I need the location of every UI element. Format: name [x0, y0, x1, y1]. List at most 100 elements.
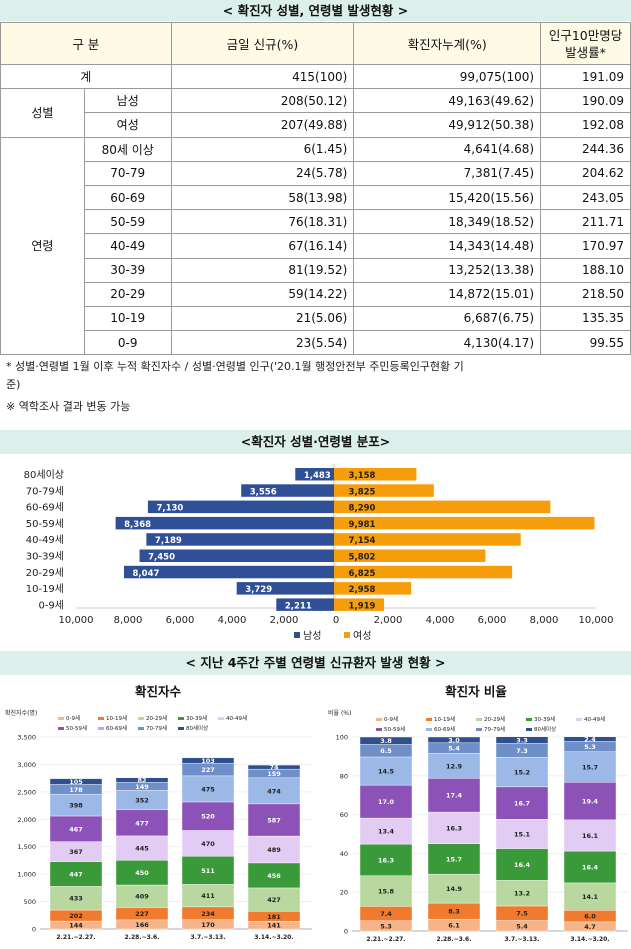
- legend-swatch: [526, 718, 532, 721]
- legend-female-swatch: [344, 632, 350, 638]
- row-rate: 99.55: [540, 330, 631, 356]
- row-rate: 204.62: [540, 160, 631, 186]
- x-category-label: 3.14.~3.20.: [254, 934, 293, 941]
- segment-value-label: 445: [135, 845, 149, 853]
- table-row: 10-19 21(5.06) 6,687(6.75) 135.35: [1, 305, 631, 332]
- table-row: 성별 남성 208(50.12) 49,163(49.62) 190.09: [0, 88, 631, 138]
- x-tick-label: 2,000: [270, 615, 299, 626]
- row-rate: 170.97: [540, 233, 631, 259]
- stack-segment: [247, 777, 301, 805]
- segment-value-label: 16.4: [582, 863, 599, 871]
- segment-value-label: 16.1: [582, 832, 599, 840]
- row-rate: 211.71: [540, 209, 631, 235]
- segment-value-label: 367: [69, 848, 83, 856]
- row-cum: 13,252(13.38): [353, 257, 542, 283]
- stack-segment: [563, 882, 617, 911]
- legend-label: 70-79세: [484, 725, 505, 733]
- stack-segment: [495, 786, 549, 820]
- segment-value-label: 15.2: [514, 769, 530, 777]
- female-bar: [334, 549, 486, 562]
- segment-value-label: 16.3: [446, 824, 462, 832]
- segment-value-label: 5.4: [516, 922, 528, 930]
- legend-label: 0-9세: [384, 715, 398, 723]
- legend-label: 0-9세: [66, 714, 80, 722]
- x-category-label: 2.28.~3.6.: [124, 934, 159, 941]
- segment-value-label: 450: [135, 869, 149, 877]
- male-value-label: 8,368: [124, 520, 151, 530]
- female-value-label: 3,158: [349, 471, 376, 481]
- female-bar: [334, 468, 417, 481]
- row-cum: 6,687(6.75): [353, 305, 542, 332]
- legend-swatch: [376, 728, 382, 731]
- footnote-line3: ※ 역학조사 결과 변동 가능: [6, 400, 131, 413]
- table-header-row: 구 분 금일 신규(%) 확진자누계(%) 인구10만명당 발생률*: [0, 22, 631, 65]
- x-tick-label: 8,000: [530, 615, 559, 626]
- segment-value-label: 149: [135, 783, 149, 791]
- legend-label: 60-69세: [106, 724, 127, 732]
- y-tick-label: 100: [336, 734, 348, 742]
- row-new: 24(5.78): [170, 160, 355, 186]
- legend-swatch: [178, 727, 184, 730]
- female-bar: [334, 598, 385, 611]
- row-label: 80세 이상: [83, 136, 172, 162]
- x-tick-label: 4,000: [426, 615, 455, 626]
- segment-value-label: 13.2: [514, 890, 530, 898]
- stack-segment: [49, 778, 103, 785]
- row-new: 23(5.54): [170, 330, 355, 356]
- row-label: 남성: [83, 88, 172, 114]
- legend-swatch: [58, 717, 64, 720]
- segment-value-label: 17.4: [446, 792, 463, 800]
- row-rate: 244.36: [540, 136, 631, 162]
- row-rate: 190.09: [540, 88, 631, 114]
- legend-label: 30-39세: [534, 715, 555, 723]
- female-value-label: 8,290: [349, 504, 376, 514]
- segment-value-label: 105: [69, 778, 83, 786]
- stack-segment: [427, 873, 481, 904]
- table-row: 70-79 24(5.78) 7,381(7.45) 204.62: [1, 160, 631, 186]
- row-cum: 7,381(7.45): [353, 160, 542, 186]
- row-cum: 49,163(49.62): [353, 88, 542, 114]
- stack-segment: [563, 736, 617, 742]
- row-rate: 243.05: [540, 184, 631, 211]
- segment-value-label: 14.5: [378, 768, 395, 776]
- male-value-label: 3,729: [245, 585, 272, 595]
- y-tick-label: 0: [32, 926, 36, 934]
- legend-label: 10-19세: [434, 715, 455, 723]
- segment-value-label: 178: [69, 786, 83, 794]
- legend-swatch: [426, 728, 432, 731]
- male-bar: [115, 516, 334, 530]
- row-rate: 188.10: [540, 257, 631, 283]
- row-cum: 14,343(14.48): [353, 233, 542, 259]
- segment-value-label: 5.4: [448, 745, 460, 753]
- stack-segment: [115, 835, 169, 861]
- segment-value-label: 19.4: [582, 798, 599, 806]
- segment-value-label: 17.0: [378, 798, 395, 806]
- segment-value-label: 398: [69, 802, 83, 810]
- row-rate: 135.35: [540, 305, 631, 332]
- row-new: 208(50.12): [170, 88, 355, 114]
- stack-segment: [495, 819, 549, 849]
- x-category-label: 2.28.~3.6.: [436, 936, 471, 943]
- female-bar: [334, 533, 521, 546]
- legend-swatch: [178, 717, 184, 720]
- section3-title: < 지난 4주간 주별 연령별 신규환자 발생 현황 >: [0, 651, 631, 675]
- legend-male-swatch: [294, 632, 300, 638]
- segment-value-label: 6.1: [448, 922, 460, 930]
- x-tick-label: 10,000: [579, 615, 614, 626]
- male-bar: [123, 565, 334, 579]
- female-bar: [334, 565, 513, 579]
- legend-swatch: [376, 718, 382, 721]
- age-category-label: 70-79세: [26, 485, 64, 497]
- row-cum: 4,130(4.17): [353, 330, 542, 356]
- segment-value-label: 16.3: [378, 856, 394, 864]
- legend-swatch: [218, 717, 224, 720]
- gender-group-label: 성별: [0, 88, 85, 138]
- segment-value-label: 470: [201, 840, 215, 848]
- x-tick-label: 6,000: [166, 615, 195, 626]
- row-label: 0-9: [83, 330, 172, 356]
- row-label: 여성: [83, 112, 172, 138]
- stack-segment: [49, 861, 103, 887]
- header-category: 구 분: [0, 22, 172, 65]
- segment-value-label: 8.3: [448, 908, 460, 916]
- row-new: 21(5.06): [170, 305, 355, 332]
